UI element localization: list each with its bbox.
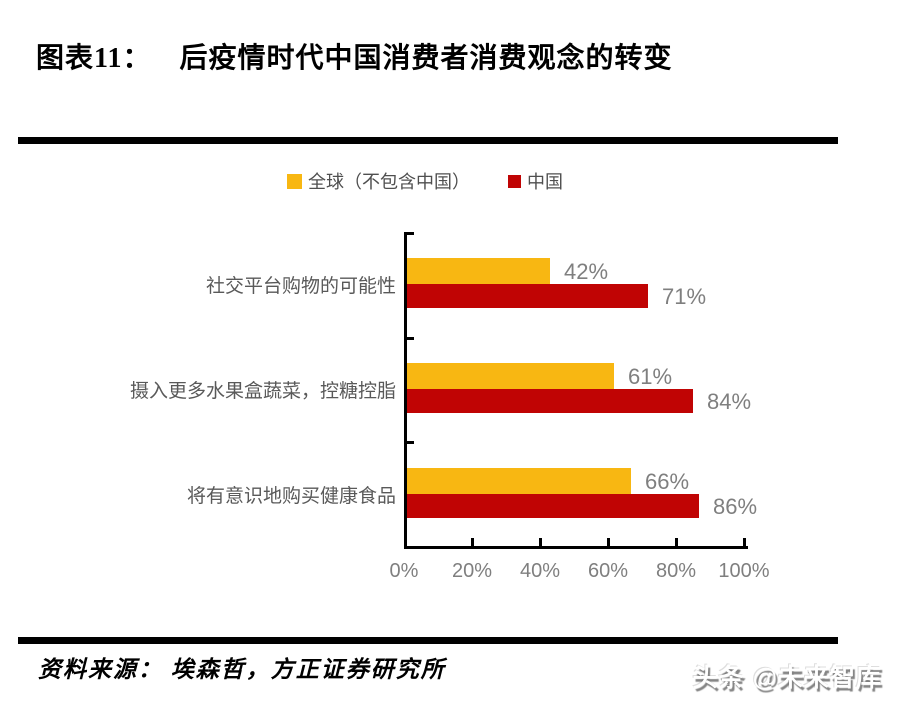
source-note: 资料来源： 埃森哲，方正证券研究所 [38,657,446,682]
bar-value-label: 86% [713,493,758,519]
bar-china [407,389,693,413]
legend-item-china: 中国 [508,168,563,194]
x-tick [607,538,610,546]
category-label: 将有意识地购买健康食品 [186,485,396,507]
x-tick [539,538,542,546]
bar-value-label: 71% [662,284,707,310]
x-tick-label: 40% [519,560,561,582]
bar-value-label: 66% [645,468,690,494]
x-tick [743,538,746,546]
x-axis [404,546,748,549]
x-tick-label: 0% [389,560,419,582]
figure-label: 图表11： [36,43,152,74]
category-label: 社交平台购物的可能性 [205,276,396,298]
figure-title: 图表11： 后疫情时代中国消费者消费观念的转变 [36,36,672,76]
legend-swatch-china-icon [508,174,521,188]
x-tick [675,538,678,546]
bar-china [407,493,699,518]
y-tick [404,441,414,445]
x-tick [471,538,474,546]
legend-label-global: 全球（不包含中国） [308,172,470,192]
x-tick-label: 20% [451,560,493,582]
y-tick [404,232,414,235]
figure-title-text: 后疫情时代中国消费者消费观念的转变 [179,43,673,74]
bar-china [407,284,648,309]
y-axis [404,232,407,549]
bar-global [407,258,550,285]
category-label: 摄入更多水果盒蔬菜，控糖控脂 [129,381,396,402]
top-rule [18,137,838,144]
y-tick [404,336,414,340]
bar-value-label: 42% [564,259,609,285]
x-tick-label: 60% [587,560,629,582]
x-tick-label: 100% [718,560,770,582]
legend-swatch-global-icon [287,173,302,189]
legend-label-china: 中国 [527,172,563,192]
bar-global [407,467,631,494]
x-tick-label: 80% [655,560,697,582]
bar-global [407,363,614,389]
watermark: 头条 @未来智库 [692,664,882,692]
bottom-rule [18,637,838,644]
legend-item-global: 全球（不包含中国） [287,168,470,194]
bar-value-label: 61% [628,364,673,389]
chart-legend: 全球（不包含中国） 中国 [287,168,563,194]
bar-value-label: 84% [707,389,752,414]
